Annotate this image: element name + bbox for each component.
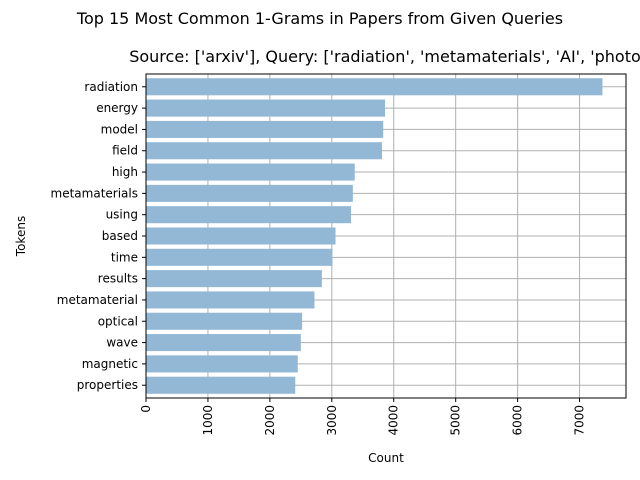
y-tick-label: model (101, 122, 138, 136)
x-tick-label: 7000 (573, 405, 587, 436)
y-axis-label: Tokens (14, 216, 28, 257)
x-tick-label: 0 (139, 405, 153, 413)
bar-model (146, 120, 384, 138)
y-tick-label: metamaterials (51, 186, 138, 200)
x-tick-label: 6000 (511, 405, 525, 436)
bar-time (146, 248, 333, 266)
x-tick-label: 1000 (201, 405, 215, 436)
y-tick-label: radiation (84, 80, 138, 94)
x-tick-label: 3000 (325, 405, 339, 436)
y-tick-label: time (111, 250, 138, 264)
y-tick-label: wave (106, 336, 138, 350)
bar-field (146, 142, 382, 160)
y-tick-label: magnetic (82, 357, 138, 371)
x-axis-label: Count (368, 451, 404, 465)
bar-optical (146, 312, 303, 330)
bar-magnetic (146, 355, 298, 373)
x-tick-label: 4000 (387, 405, 401, 436)
bar-energy (146, 99, 386, 117)
y-tick-label: energy (96, 101, 138, 115)
bar-high (146, 163, 355, 181)
bar-properties (146, 376, 296, 394)
y-axis-ticks: radiation energy model field high metamateria… (51, 80, 146, 392)
y-tick-label: field (112, 144, 138, 158)
y-tick-label: optical (98, 314, 138, 328)
x-tick-label: 5000 (449, 405, 463, 436)
bar-metamaterials (146, 184, 353, 202)
bar-based (146, 227, 336, 245)
chart-title: Source: ['arxiv'], Query: ['radiation', … (129, 47, 640, 66)
y-tick-label: properties (77, 378, 138, 392)
y-tick-label: metamaterial (57, 293, 138, 307)
bar-using (146, 206, 352, 224)
bar-wave (146, 334, 301, 352)
y-tick-label: results (98, 272, 138, 286)
y-tick-label: high (112, 165, 138, 179)
x-axis-ticks: 0 1000 2000 3000 4000 5000 6000 7000 (139, 398, 587, 436)
bar-metamaterial (146, 291, 315, 309)
y-tick-label: using (106, 208, 138, 222)
bars (146, 78, 603, 394)
chart-suptitle: Top 15 Most Common 1-Grams in Papers fro… (76, 9, 563, 28)
x-tick-label: 2000 (263, 405, 277, 436)
bar-radiation (146, 78, 603, 96)
bar-results (146, 270, 322, 288)
y-tick-label: based (102, 229, 138, 243)
